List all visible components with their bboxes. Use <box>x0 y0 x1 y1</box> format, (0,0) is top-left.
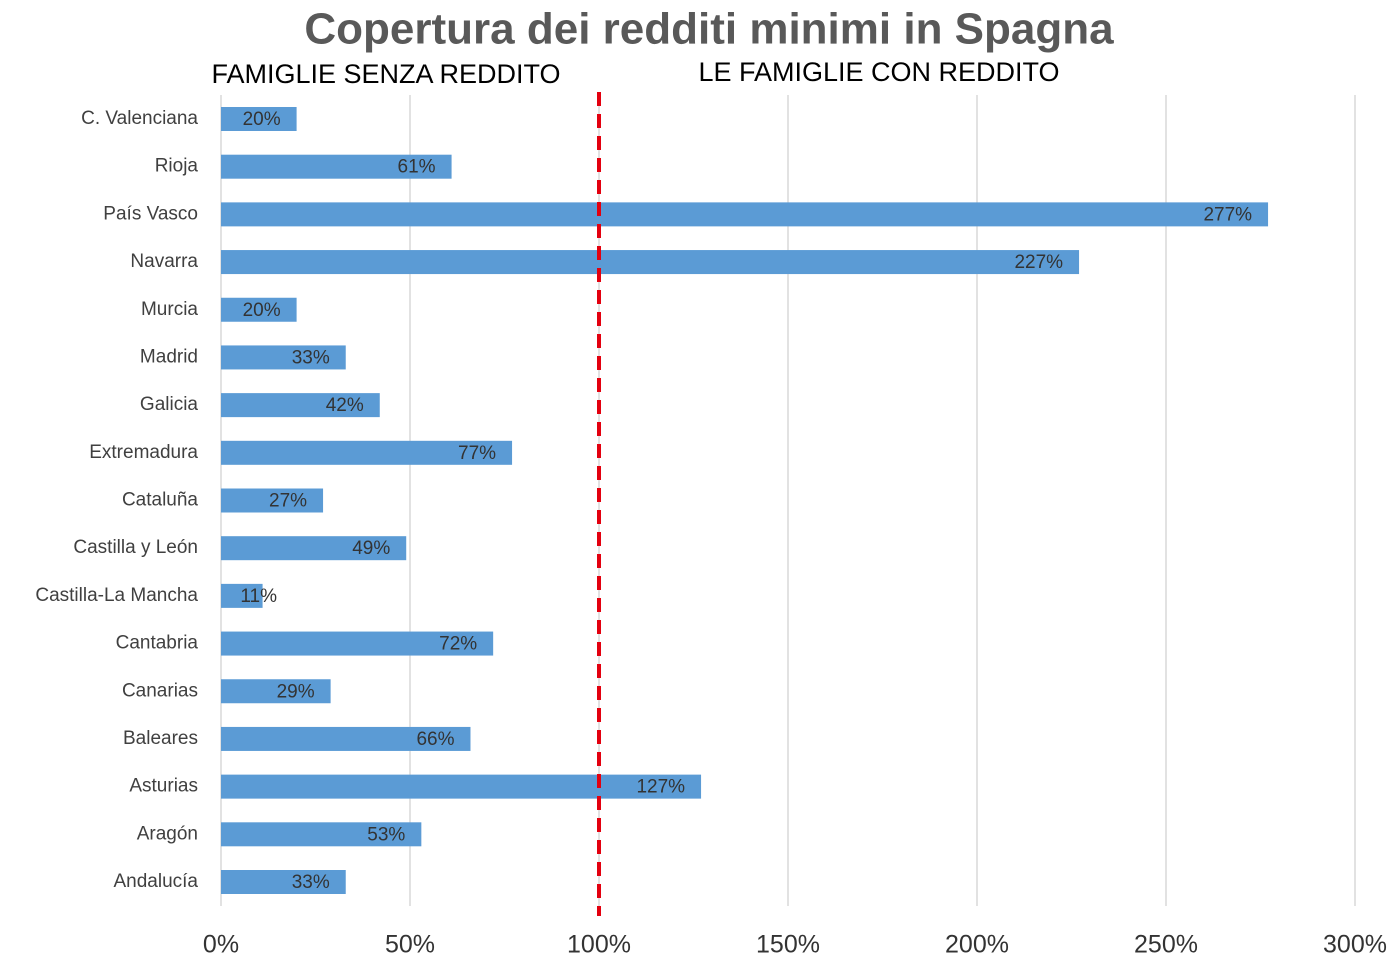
y-tick-label: Rioja <box>155 156 199 177</box>
data-label: 277% <box>1203 204 1252 225</box>
data-label: 127% <box>636 777 685 798</box>
y-tick-label: Cantabria <box>116 633 199 654</box>
y-tick-label: Andalucía <box>113 871 198 892</box>
bar <box>221 107 297 131</box>
y-tick-label: Castilla y León <box>73 537 198 558</box>
bar <box>221 631 494 656</box>
data-label: 49% <box>352 538 390 559</box>
y-tick-label: Murcia <box>141 299 198 320</box>
bar <box>221 345 346 370</box>
y-tick-label: Aragón <box>137 823 198 844</box>
bar <box>221 440 513 465</box>
y-tick-label: Baleares <box>123 728 198 749</box>
bar <box>221 536 407 561</box>
x-tick-label: 300% <box>1323 931 1387 959</box>
data-label: 77% <box>458 443 496 464</box>
bar <box>221 774 702 799</box>
y-tick-label: Canarias <box>122 680 198 701</box>
x-tick-label: 200% <box>945 931 1009 959</box>
data-label: 29% <box>277 681 315 702</box>
bar <box>221 202 1269 227</box>
bar <box>221 679 331 704</box>
y-tick-label: Extremadura <box>89 442 198 463</box>
data-label: 53% <box>367 824 405 845</box>
y-tick-label: Galicia <box>140 394 199 415</box>
y-tick-label: Cataluña <box>122 490 198 511</box>
y-tick-label: Asturias <box>129 776 198 797</box>
x-tick-label: 150% <box>756 931 820 959</box>
y-tick-label: País Vasco <box>103 203 198 224</box>
y-tick-label: Madrid <box>140 346 198 367</box>
data-label: 20% <box>243 300 281 321</box>
y-tick-label: Navarra <box>130 251 198 272</box>
data-label: 72% <box>439 634 477 655</box>
data-label: 33% <box>292 872 330 893</box>
x-tick-label: 0% <box>203 931 239 959</box>
bar <box>221 250 1080 275</box>
annotation: LE FAMIGLIE CON REDDITO <box>698 57 1059 87</box>
bar <box>221 726 471 751</box>
y-tick-label: Castilla-La Mancha <box>35 585 198 606</box>
x-tick-label: 100% <box>567 931 631 959</box>
bar <box>221 297 297 322</box>
y-tick-label: C. Valenciana <box>81 108 198 129</box>
data-label: 42% <box>326 395 364 416</box>
annotation: FAMIGLIE SENZA REDDITO <box>211 59 560 89</box>
chart-title: Copertura dei redditi minimi in Spagna <box>304 5 1114 54</box>
bar <box>221 583 263 608</box>
data-label: 66% <box>416 729 454 750</box>
data-label: 227% <box>1014 252 1063 273</box>
data-label: 11% <box>240 586 277 607</box>
bar <box>221 488 324 513</box>
bar <box>221 822 422 847</box>
data-label: 20% <box>243 109 281 130</box>
data-label: 33% <box>292 347 330 368</box>
bar <box>221 870 346 894</box>
bar <box>221 393 380 418</box>
x-tick-label: 250% <box>1134 931 1198 959</box>
x-tick-label: 50% <box>385 931 435 959</box>
data-label: 27% <box>269 491 307 512</box>
data-label: 61% <box>398 157 436 178</box>
bar <box>221 154 452 179</box>
